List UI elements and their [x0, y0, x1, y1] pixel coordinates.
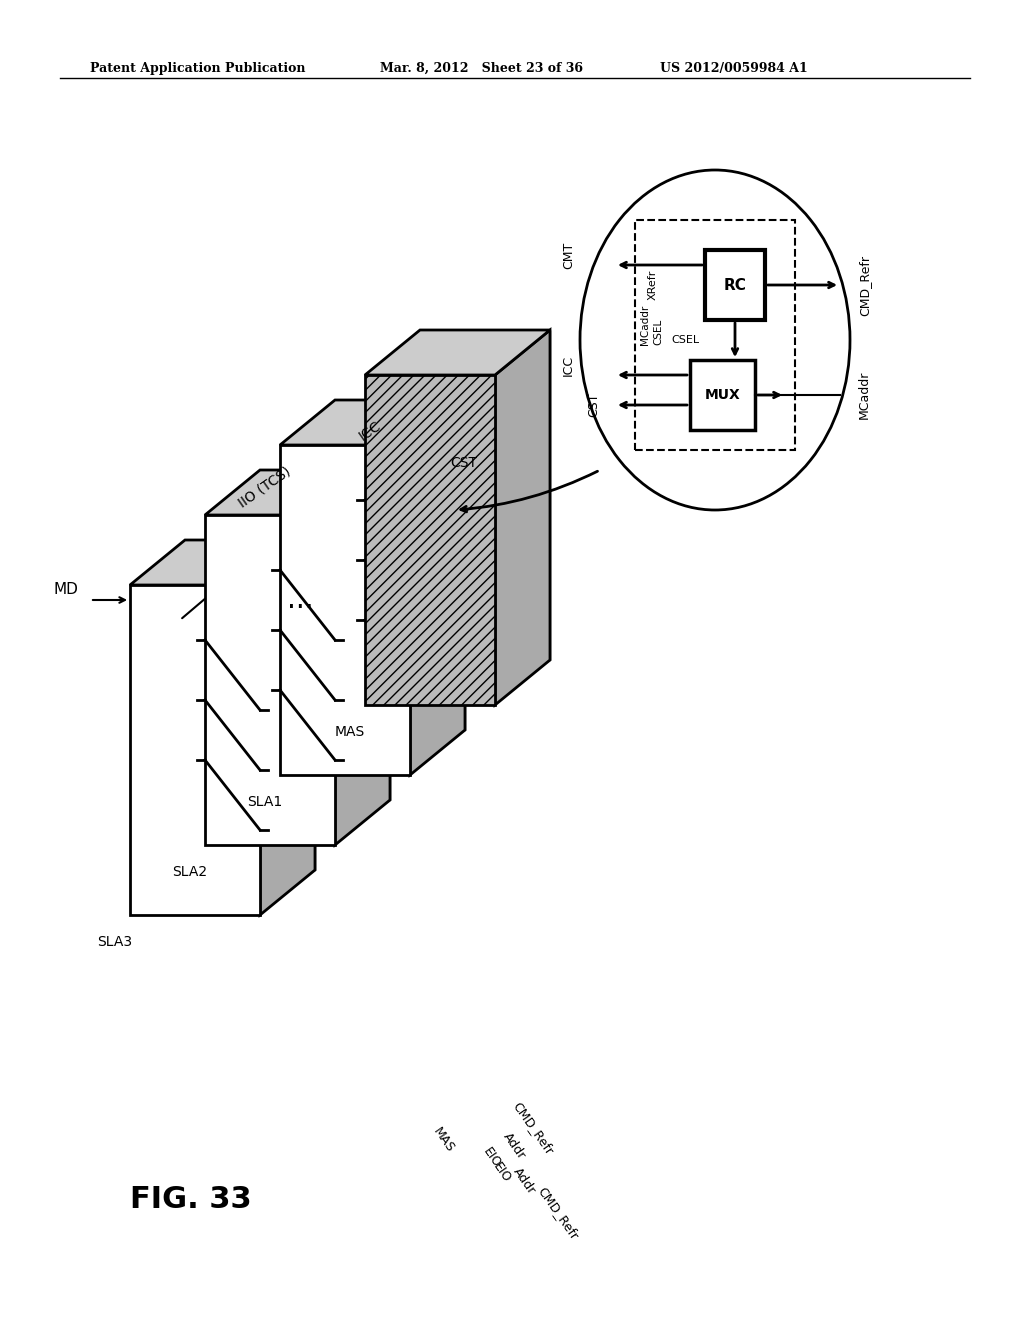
- Polygon shape: [365, 330, 550, 375]
- Text: US 2012/0059984 A1: US 2012/0059984 A1: [660, 62, 808, 75]
- Text: CMT: CMT: [562, 242, 575, 269]
- Text: Addr: Addr: [500, 1130, 527, 1162]
- Text: MCaddr: MCaddr: [640, 305, 650, 345]
- Text: EIO: EIO: [480, 1144, 503, 1170]
- Text: IIO (TCS): IIO (TCS): [237, 463, 294, 510]
- Polygon shape: [185, 540, 315, 870]
- Polygon shape: [260, 540, 315, 915]
- Text: Mar. 8, 2012   Sheet 23 of 36: Mar. 8, 2012 Sheet 23 of 36: [380, 62, 583, 75]
- Ellipse shape: [580, 170, 850, 510]
- Polygon shape: [205, 515, 335, 845]
- Text: SLA2: SLA2: [172, 865, 208, 879]
- FancyBboxPatch shape: [690, 360, 755, 430]
- Polygon shape: [335, 400, 465, 730]
- Text: Patent Application Publication: Patent Application Publication: [90, 62, 305, 75]
- Text: MUX: MUX: [705, 388, 740, 403]
- Polygon shape: [410, 400, 465, 775]
- Text: CST: CST: [587, 393, 600, 417]
- Polygon shape: [280, 400, 465, 445]
- FancyBboxPatch shape: [705, 249, 765, 319]
- Text: ...: ...: [287, 586, 313, 614]
- Text: EIO: EIO: [490, 1160, 513, 1185]
- Text: CMD_Refr: CMD_Refr: [535, 1185, 581, 1242]
- Polygon shape: [205, 470, 390, 515]
- Polygon shape: [130, 540, 315, 585]
- Text: ICC: ICC: [562, 355, 575, 376]
- Text: MAS: MAS: [430, 1125, 457, 1155]
- Text: CSEL: CSEL: [672, 335, 700, 345]
- Polygon shape: [335, 470, 390, 845]
- Polygon shape: [280, 445, 410, 775]
- Text: RC: RC: [724, 277, 746, 293]
- Text: Addr: Addr: [510, 1166, 538, 1196]
- Text: MCaddr: MCaddr: [858, 371, 871, 420]
- Polygon shape: [260, 470, 390, 800]
- Text: SLA1: SLA1: [248, 795, 283, 809]
- Text: SLA3: SLA3: [97, 935, 132, 949]
- Text: CMD_Refr: CMD_Refr: [858, 255, 871, 315]
- Text: ICC: ICC: [356, 418, 384, 444]
- Polygon shape: [130, 585, 260, 915]
- Text: MAS: MAS: [335, 725, 366, 739]
- Text: MD: MD: [53, 582, 78, 598]
- Text: XRefr: XRefr: [648, 269, 658, 300]
- Polygon shape: [365, 375, 495, 705]
- Polygon shape: [495, 330, 550, 705]
- Text: CMD_Refr: CMD_Refr: [510, 1100, 556, 1158]
- Text: CSEL: CSEL: [653, 318, 663, 345]
- Text: CST: CST: [450, 455, 477, 470]
- Polygon shape: [420, 330, 550, 660]
- Text: FIG. 33: FIG. 33: [130, 1185, 252, 1214]
